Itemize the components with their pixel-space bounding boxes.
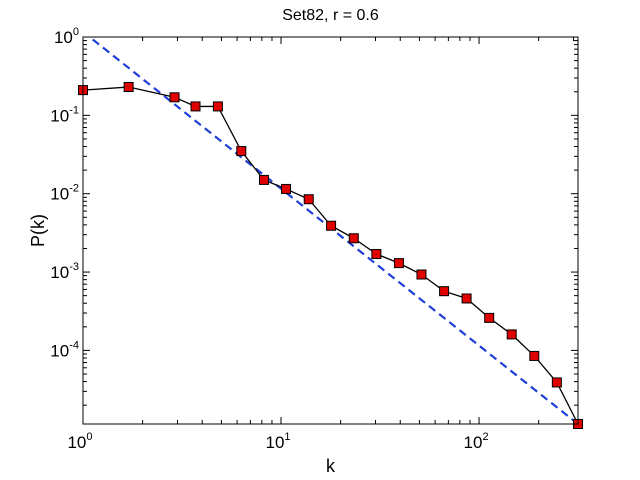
y-axis-label: P(k) [28, 214, 48, 247]
data-point [506, 329, 517, 340]
x-tick-label: 100 [67, 431, 92, 452]
data-point [371, 248, 382, 259]
data-point [190, 101, 201, 112]
data-point [439, 286, 450, 297]
x-axis-label: k [326, 456, 336, 476]
y-tick-label: 10-4 [50, 339, 79, 360]
data-point [258, 174, 269, 185]
y-tick-label: 100 [54, 26, 79, 47]
y-tick-label: 10-1 [50, 104, 79, 125]
data-point [416, 269, 427, 280]
data-point [212, 101, 223, 112]
data-point [236, 146, 247, 157]
data-point [393, 258, 404, 269]
data-point [551, 377, 562, 388]
labels-layer: Set82, r = 0.6 k P(k) [28, 7, 379, 476]
data-point [461, 293, 472, 304]
plot-area-frame [82, 36, 579, 425]
ticks-layer: 100 101 102 100 10-1 10-2 10-3 10-4 [50, 26, 578, 452]
y-tick-label: 10-3 [50, 261, 79, 282]
x-tick-label: 101 [266, 431, 291, 452]
data-point [169, 92, 180, 103]
data-point [348, 233, 359, 244]
data-point [484, 312, 495, 323]
data-point [281, 183, 292, 194]
data-point [303, 194, 314, 205]
data-point [326, 220, 337, 231]
y-tick-label: 10-2 [50, 183, 79, 204]
data-point [529, 350, 540, 361]
x-tick-label: 102 [464, 431, 489, 452]
data-point [123, 82, 134, 93]
chart-title: Set82, r = 0.6 [282, 7, 379, 24]
